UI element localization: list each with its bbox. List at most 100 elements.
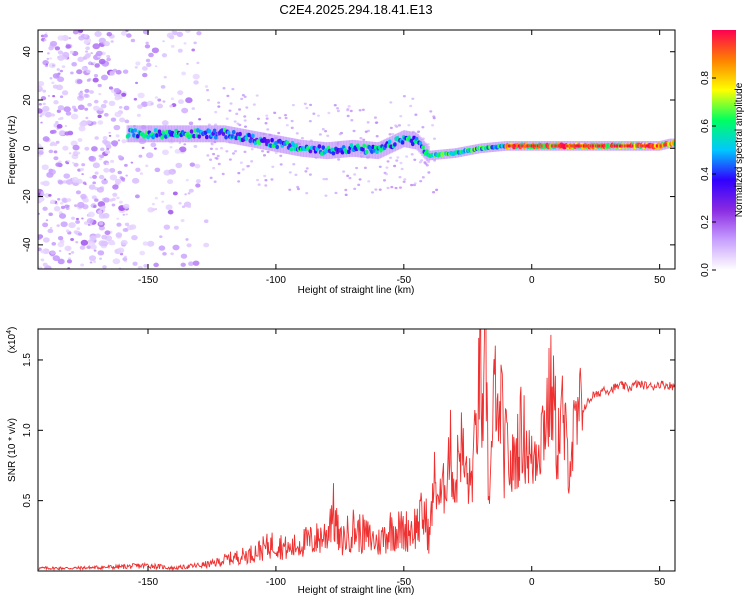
noise-blob xyxy=(109,167,116,173)
colorbar: 0.0 0.2 0.4 0.6 0.8 Normalized spectral ampl… xyxy=(700,30,745,277)
noise-blob xyxy=(77,30,84,34)
ridge-peak xyxy=(585,144,588,148)
noise-dot xyxy=(233,120,237,123)
noise-blob xyxy=(57,236,64,241)
noise-blob xyxy=(93,105,100,111)
noise-dot xyxy=(263,154,267,157)
noise-blob xyxy=(81,173,84,176)
ridge-halo xyxy=(241,128,245,146)
noise-blob xyxy=(45,219,49,222)
ridge-peak xyxy=(550,144,553,148)
noise-dot xyxy=(378,188,382,191)
ridge-cell xyxy=(155,133,159,138)
spectrogram-x-tick-label: -150 xyxy=(138,275,158,286)
noise-blob xyxy=(92,61,96,65)
ridge-cell xyxy=(205,134,209,140)
noise-blob xyxy=(38,80,45,87)
noise-blob xyxy=(101,179,108,185)
noise-blob xyxy=(65,111,72,116)
noise-blob xyxy=(183,42,187,45)
noise-blob xyxy=(39,192,45,197)
noise-dot xyxy=(225,117,229,120)
noise-blob xyxy=(71,61,78,67)
noise-blob xyxy=(75,241,79,244)
noise-blob xyxy=(77,56,85,63)
noise-blob xyxy=(94,136,99,140)
noise-blob xyxy=(57,35,65,41)
noise-blob xyxy=(82,197,89,203)
noise-blob xyxy=(42,222,49,228)
noise-blob xyxy=(56,68,60,71)
noise-dot xyxy=(324,194,328,197)
ridge-peak xyxy=(582,144,585,148)
noise-blob xyxy=(79,121,86,127)
noise-dot xyxy=(238,108,242,111)
ridge-peak xyxy=(613,144,616,148)
ridge-peak xyxy=(538,144,541,148)
ridge-cell xyxy=(224,135,228,140)
noise-blob xyxy=(52,94,56,98)
noise-blob xyxy=(89,235,97,241)
noise-dot xyxy=(385,166,389,169)
noise-blob xyxy=(60,221,68,228)
noise-blob xyxy=(87,211,95,218)
noise-blob xyxy=(97,250,105,256)
ridge-cell xyxy=(347,149,351,155)
ridge-halo xyxy=(247,129,251,147)
noise-dot xyxy=(239,161,243,164)
noise-blob xyxy=(92,77,99,83)
noise-dot xyxy=(234,150,238,153)
noise-blob xyxy=(195,183,201,188)
noise-dot xyxy=(431,124,435,127)
noise-blob xyxy=(189,162,196,167)
noise-blob xyxy=(93,99,99,104)
noise-blob xyxy=(118,106,123,109)
ridge-cell xyxy=(268,143,273,148)
noise-blob xyxy=(96,186,104,193)
spectrogram-x-tick-label: -100 xyxy=(266,275,286,286)
noise-blob xyxy=(110,117,117,122)
ridge-peak xyxy=(636,144,639,148)
ridge-cell xyxy=(387,139,392,144)
ridge-peak xyxy=(534,144,537,148)
spectrogram-x-axis: -150 -100 -50 0 50 xyxy=(138,30,666,286)
noise-blob xyxy=(58,213,67,219)
noise-blob xyxy=(153,262,159,268)
noise-dot xyxy=(352,129,356,133)
snr-ylabel: SNR (10 * v/v) xyxy=(7,418,18,482)
noise-blob xyxy=(62,145,69,151)
ridge-peak xyxy=(526,144,529,148)
noise-dot xyxy=(263,174,267,178)
noise-dot xyxy=(394,124,398,127)
noise-blob xyxy=(42,105,50,112)
noise-blob xyxy=(79,90,83,93)
noise-blob xyxy=(129,224,137,230)
noise-blob xyxy=(63,106,71,113)
noise-blob xyxy=(54,46,61,51)
noise-blob xyxy=(137,104,143,109)
noise-dot xyxy=(294,173,298,177)
noise-blob xyxy=(42,89,47,93)
ridge-peak xyxy=(627,144,630,148)
noise-dot xyxy=(243,119,247,122)
noise-blob xyxy=(103,178,107,181)
snr-y-axis: 0.5 1.0 1.5 xyxy=(22,353,675,508)
noise-blob xyxy=(92,162,100,169)
noise-dot xyxy=(231,87,235,91)
noise-blob xyxy=(113,124,121,131)
ridge-peak xyxy=(573,144,576,148)
noise-dot xyxy=(337,158,341,161)
noise-dot xyxy=(413,158,417,161)
noise-blob xyxy=(117,155,123,159)
ridge-peak xyxy=(507,144,510,148)
ridge-cell xyxy=(144,130,149,135)
noise-blob xyxy=(59,95,64,99)
ridge-peak xyxy=(631,144,634,148)
ridge-peak xyxy=(603,144,606,148)
noise-blob xyxy=(38,102,42,106)
noise-blob xyxy=(48,212,53,217)
noise-dot xyxy=(389,101,393,104)
noise-blob xyxy=(61,90,69,96)
exponent-base: (x10 xyxy=(7,333,18,353)
noise-blob xyxy=(78,32,82,35)
